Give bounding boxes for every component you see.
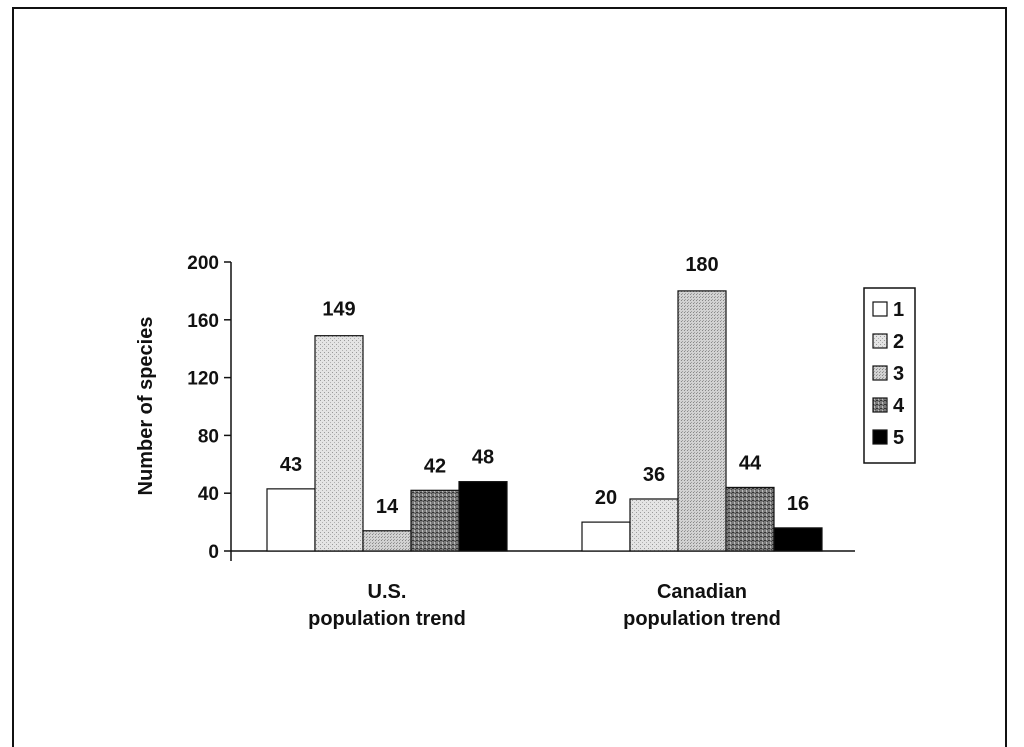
data-label-series-1-cat-1: 43 <box>280 454 302 476</box>
legend-swatch-series-3 <box>872 365 888 381</box>
bar-series-3-cat-2 <box>677 290 727 552</box>
bar-series-4-cat-1 <box>410 489 460 552</box>
data-label-series-1-cat-2: 20 <box>595 487 617 509</box>
y-tick-label: 80 <box>198 426 219 447</box>
bar-series-5-cat-1 <box>458 481 508 552</box>
bar-series-4-cat-2 <box>725 486 775 552</box>
category-label-2-line-2: population trend <box>623 608 781 630</box>
category-label-1-line-2: population trend <box>308 608 466 630</box>
chart-frame <box>12 7 1007 747</box>
legend-swatch-series-2 <box>872 333 888 349</box>
bars <box>266 290 823 552</box>
bar-series-5-cat-2 <box>773 527 823 552</box>
data-label-series-4-cat-1: 42 <box>424 455 446 477</box>
y-tick-label: 160 <box>187 311 219 332</box>
legend-label-series-2: 2 <box>893 331 904 353</box>
data-label-series-2-cat-2: 36 <box>643 464 665 486</box>
y-tick-label: 120 <box>187 369 219 390</box>
y-tick-label: 40 <box>198 484 219 505</box>
legend-label-series-3: 3 <box>893 363 904 385</box>
bar-series-2-cat-1 <box>314 335 364 552</box>
data-label-series-5-cat-2: 16 <box>787 493 809 515</box>
legend-label-series-1: 1 <box>893 299 904 321</box>
legend-swatch-series-1 <box>872 301 888 317</box>
bar-series-3-cat-1 <box>362 530 412 552</box>
bar-series-1-cat-2 <box>581 521 631 552</box>
data-label-series-2-cat-1: 149 <box>322 299 355 321</box>
y-tick-label: 0 <box>208 542 219 563</box>
data-label-series-3-cat-2: 180 <box>685 254 718 276</box>
category-label-2-line-1: Canadian <box>657 581 747 603</box>
legend-swatch-series-4 <box>872 397 888 413</box>
data-label-series-3-cat-1: 14 <box>376 496 399 518</box>
legend-box <box>863 287 916 464</box>
y-tick-label: 200 <box>187 253 219 274</box>
legend-swatch-series-5 <box>872 429 888 445</box>
data-labels: 43 149 14 42 48 U.S. population trend 20 36 180 44… <box>280 254 809 630</box>
y-axis-title: Number of species <box>135 317 157 496</box>
bar-series-2-cat-2 <box>629 498 679 552</box>
data-label-series-5-cat-1: 48 <box>472 447 494 469</box>
legend: 1 2 3 4 5 <box>863 287 916 464</box>
data-label-series-4-cat-2: 44 <box>739 452 762 474</box>
legend-label-series-5: 5 <box>893 427 904 449</box>
legend-label-series-4: 4 <box>893 395 905 417</box>
bar-series-1-cat-1 <box>266 488 316 552</box>
category-label-1-line-1: U.S. <box>368 581 407 603</box>
